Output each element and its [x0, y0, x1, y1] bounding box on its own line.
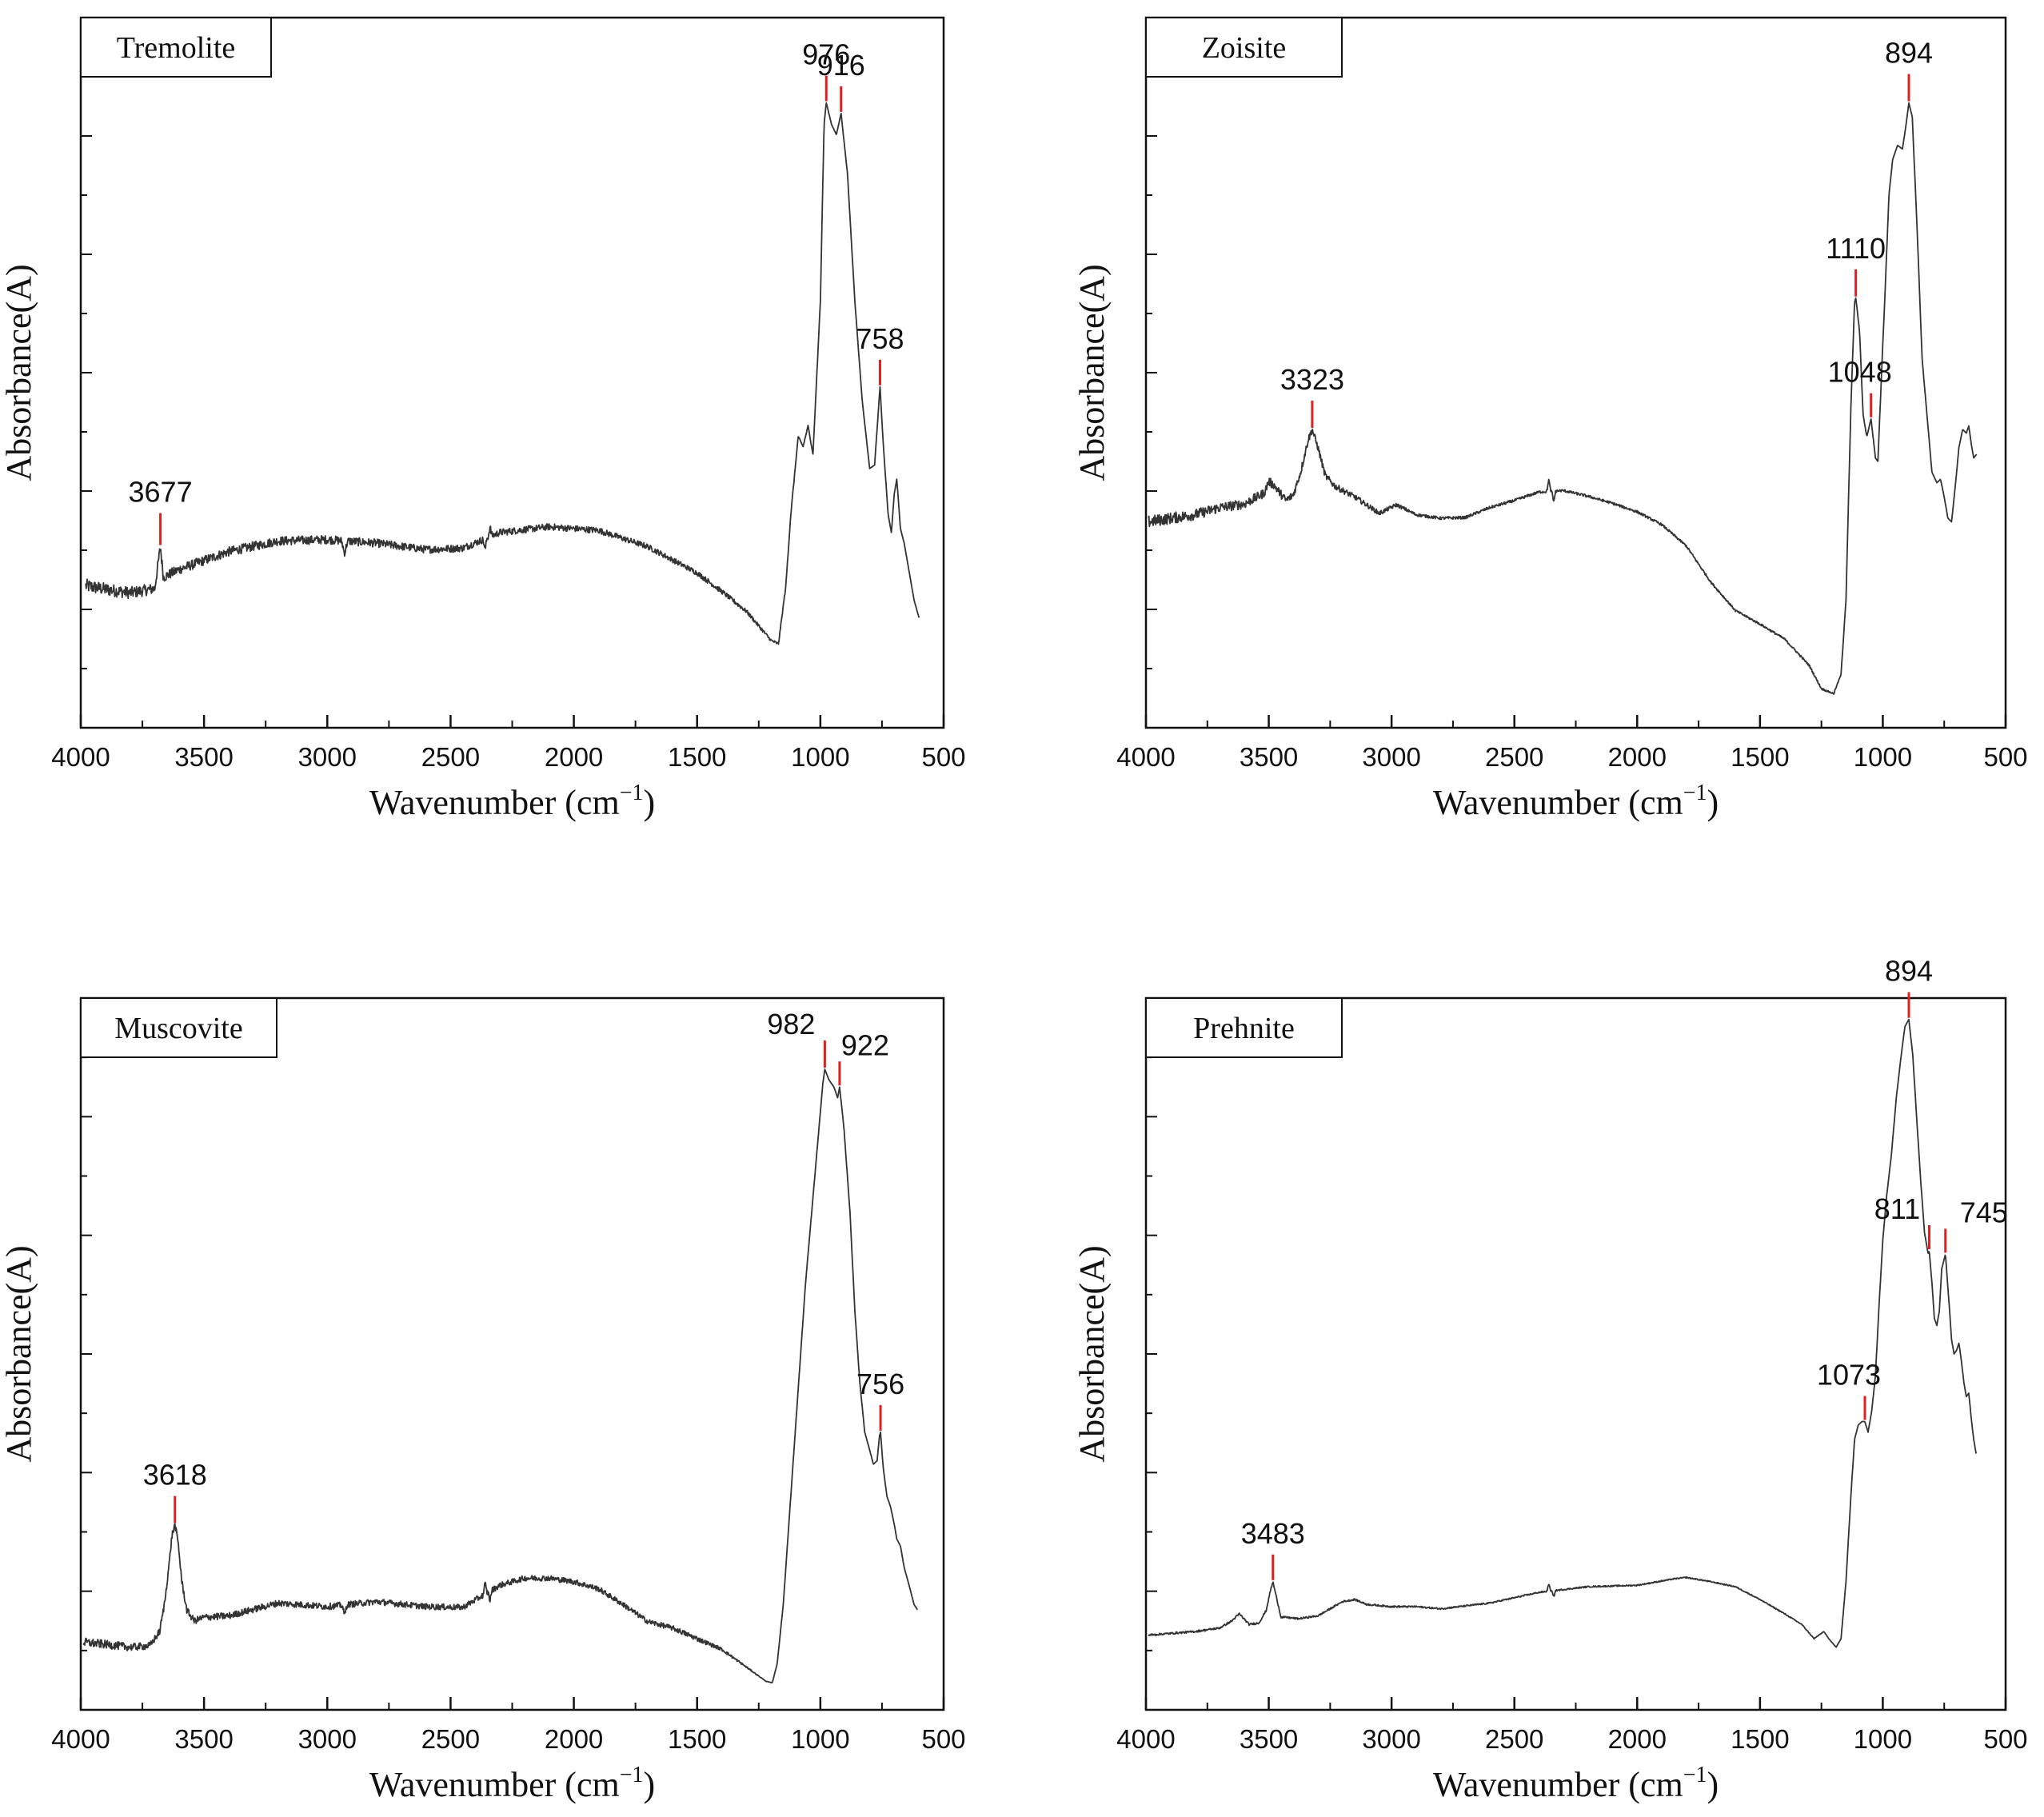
x-axis-label-sup: −1: [1683, 1763, 1707, 1787]
x-axis-label-sup: −1: [1683, 781, 1707, 805]
peak-label: 3483: [1241, 1517, 1305, 1550]
plot-frame: [79, 16, 945, 729]
x-tick-label: 1500: [668, 1724, 726, 1754]
x-axis-label-close: ): [1707, 783, 1719, 822]
x-axis-label-main: Wavenumber (cm: [369, 783, 620, 822]
x-tick-label: 1500: [1731, 742, 1789, 772]
x-tick-label: 2000: [1608, 1724, 1667, 1754]
mineral-label-box: [1145, 997, 1343, 1058]
peak-label: 811: [1874, 1192, 1920, 1225]
x-tick-label: 1500: [668, 742, 726, 772]
x-tick-label: 500: [921, 742, 965, 772]
x-tick-label: 2000: [545, 1724, 603, 1754]
peak-label: 894: [1885, 37, 1933, 70]
x-tick-label: 3500: [174, 742, 233, 772]
mineral-label: Muscovite: [114, 1012, 242, 1045]
mineral-label: Zoisite: [1202, 31, 1287, 65]
peak-label: 894: [1885, 955, 1933, 988]
x-tick-label: 2500: [1485, 1724, 1543, 1754]
spectrum-line: [82, 1068, 919, 1683]
peak-label: 976: [802, 38, 850, 71]
peak-label: 3323: [1280, 363, 1344, 396]
x-tick-label: 3000: [298, 1724, 357, 1754]
x-tick-label: 500: [1983, 1724, 2027, 1754]
mineral-label: Prehnite: [1193, 1012, 1295, 1045]
spectrum-line: [1148, 1018, 1977, 1648]
mineral-label-box: [1145, 17, 1343, 78]
x-tick-label: 1000: [1854, 1724, 1912, 1754]
x-axis-label: Wavenumber (cm−1): [1433, 1763, 1719, 1804]
peak-label: 916: [817, 49, 865, 82]
x-tick-label: 1000: [791, 742, 849, 772]
x-axis-label-main: Wavenumber (cm: [1433, 1765, 1683, 1804]
peak-label: 756: [856, 1368, 904, 1400]
plot-frame: [79, 996, 945, 1711]
x-tick-label: 3500: [1240, 742, 1298, 772]
x-axis-label-close: ): [644, 783, 656, 822]
panel-zoisite: 4000 3500 3000 2500 2000 1500 1000 500 Wavenumbe…: [1072, 16, 2028, 822]
x-axis-label-sup: −1: [620, 781, 644, 805]
peak-label: 3677: [129, 476, 193, 509]
mineral-label-box: [80, 17, 272, 78]
y-axis-label: Absorbance(A): [1072, 1245, 1112, 1462]
x-tick-label: 500: [1983, 742, 2027, 772]
x-tick-label: 2000: [1608, 742, 1667, 772]
mineral-label: Tremolite: [117, 31, 236, 65]
panel-muscovite: 4000 3500 3000 2500 2000 1500 1000 500 Wavenumbe…: [0, 996, 966, 1804]
peak-label: 1073: [1817, 1359, 1881, 1392]
peak-label: 745: [1960, 1196, 2008, 1228]
x-tick-label: 2500: [421, 1724, 480, 1754]
spectrum-line: [1148, 102, 1978, 695]
x-tick-label: 500: [921, 1724, 965, 1754]
x-tick-label: 1000: [1854, 742, 1912, 772]
x-tick-label: 3000: [298, 742, 357, 772]
x-axis-label-main: Wavenumber (cm: [369, 1765, 620, 1804]
x-tick-label: 2500: [421, 742, 480, 772]
spectrum-line: [85, 102, 920, 645]
x-axis-label: Wavenumber (cm−1): [369, 1763, 655, 1804]
x-tick-label: 1500: [1731, 1724, 1789, 1754]
x-tick-label: 2000: [545, 742, 603, 772]
x-axis-label: Wavenumber (cm−1): [1433, 781, 1719, 822]
x-tick-label: 4000: [1116, 742, 1175, 772]
x-tick-label: 2500: [1485, 742, 1543, 772]
peak-label: 1110: [1826, 232, 1886, 265]
x-axis-label-main: Wavenumber (cm: [1433, 783, 1683, 822]
panel-tremolite: 4000 3500 3000 2500 2000 1500 1000 500 Wavenumbe…: [0, 16, 966, 822]
peak-label: 922: [841, 1028, 889, 1061]
y-axis-label: Absorbance(A): [1072, 264, 1112, 481]
x-tick-label: 4000: [1116, 1724, 1175, 1754]
x-tick-label: 4000: [51, 1724, 110, 1754]
x-tick-label: 1000: [791, 1724, 849, 1754]
x-tick-label: 3500: [1240, 1724, 1298, 1754]
x-tick-label: 3500: [174, 1724, 233, 1754]
peak-label: 3618: [143, 1459, 207, 1492]
mineral-label-box: [80, 997, 277, 1058]
peak-label: 1048: [1828, 356, 1892, 389]
y-axis-label: Absorbance(A): [0, 264, 38, 481]
x-axis-label-sup: −1: [620, 1763, 644, 1787]
x-tick-label: 3000: [1362, 1724, 1420, 1754]
x-axis-label: Wavenumber (cm−1): [369, 781, 655, 822]
x-axis-label-close: ): [1707, 1765, 1719, 1804]
peak-label: 758: [856, 322, 904, 355]
y-axis-label: Absorbance(A): [0, 1245, 38, 1462]
x-tick-label: 3000: [1362, 742, 1420, 772]
panel-prehnite: 4000 3500 3000 2500 2000 1500 1000 500 Wavenumbe…: [1072, 955, 2028, 1804]
x-axis-label-close: ): [644, 1765, 656, 1804]
x-tick-label: 4000: [51, 742, 110, 772]
peak-label: 982: [767, 1008, 815, 1040]
